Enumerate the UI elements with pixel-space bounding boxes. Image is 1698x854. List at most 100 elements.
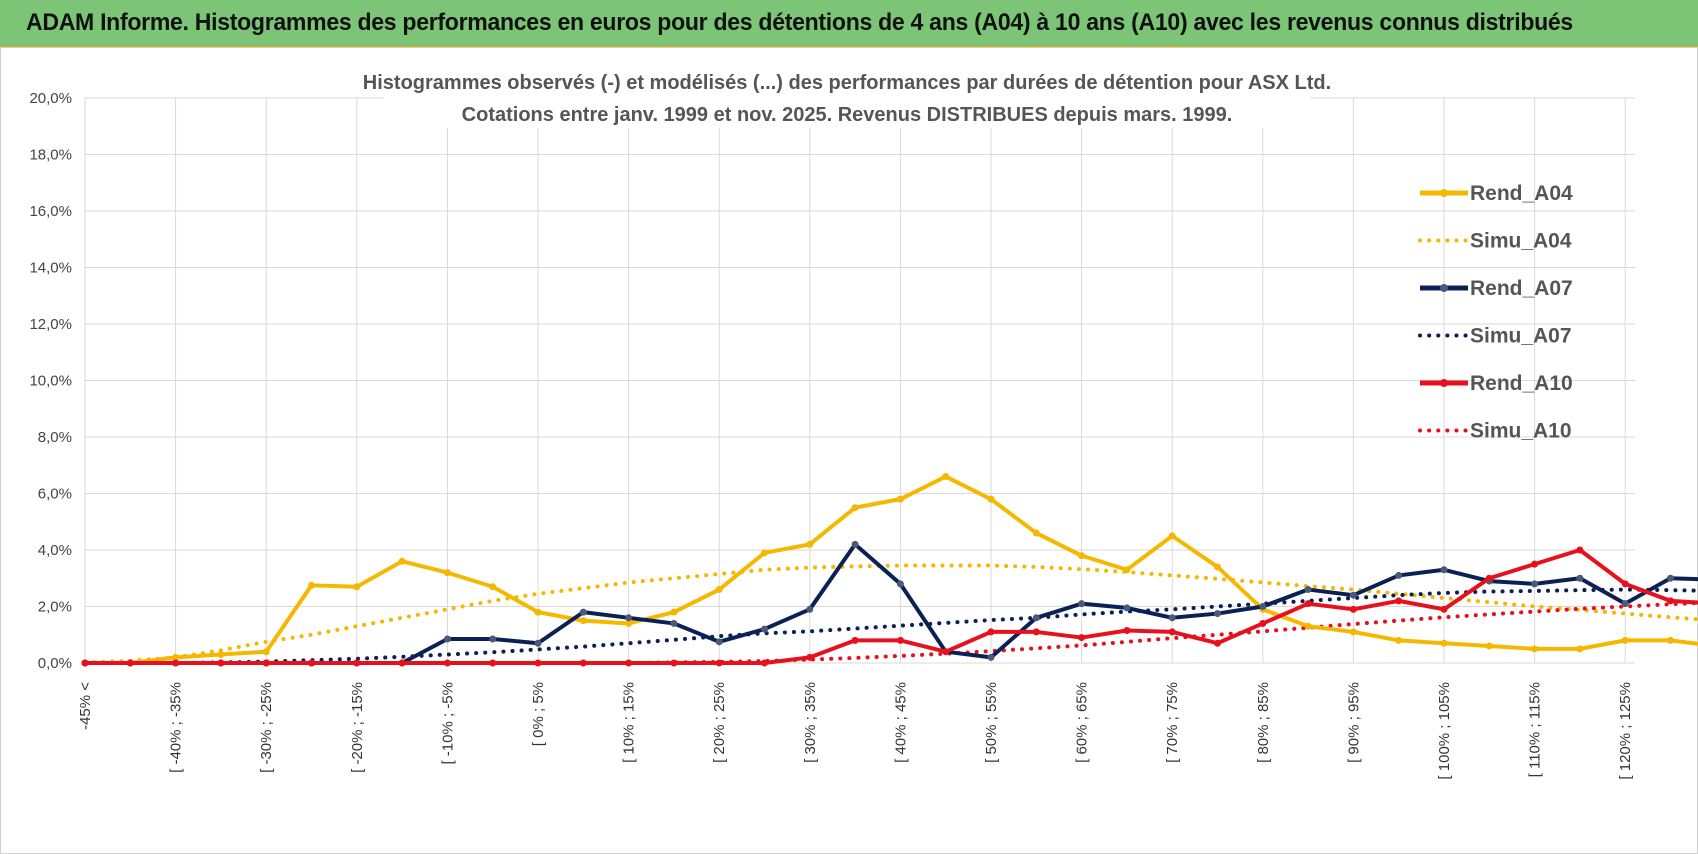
- data-point: [353, 659, 361, 667]
- data-point: [443, 659, 451, 667]
- data-point: [1531, 580, 1539, 588]
- data-point: [1078, 552, 1086, 560]
- data-point: [1123, 604, 1131, 612]
- data-point: [987, 653, 995, 661]
- title-background: [384, 66, 1310, 128]
- data-point: [670, 608, 678, 616]
- data-point: [715, 638, 723, 646]
- data-point: [579, 608, 587, 616]
- data-point: [1440, 605, 1448, 613]
- series-Simu_A10: [83, 601, 1698, 665]
- data-point: [1304, 600, 1312, 608]
- data-point: [489, 659, 497, 667]
- y-tick-label: 6,0%: [38, 486, 72, 503]
- data-point: [443, 635, 451, 643]
- legend-item-Rend_A10: Rend_A10: [1420, 372, 1573, 395]
- y-tick-label: 4,0%: [38, 542, 72, 559]
- data-point: [851, 636, 859, 644]
- data-point: [308, 659, 315, 667]
- data-point: [1576, 574, 1584, 582]
- data-point: [851, 540, 859, 548]
- data-point: [126, 659, 134, 667]
- data-point: [308, 581, 315, 589]
- data-point: [896, 495, 904, 503]
- data-point: [81, 659, 89, 667]
- data-point: [443, 569, 451, 577]
- data-point: [262, 648, 270, 656]
- data-point: [1123, 627, 1131, 635]
- data-point: [579, 659, 587, 667]
- data-point: [896, 580, 904, 588]
- data-point: [715, 586, 723, 594]
- data-point: [896, 636, 904, 644]
- report-title: ADAM Informe. Histogrammes des performan…: [26, 9, 1573, 36]
- data-point: [1304, 622, 1312, 630]
- x-tick-label: [ 40% ; 45%: [892, 682, 909, 763]
- data-point: [398, 659, 406, 667]
- data-point: [172, 653, 180, 661]
- y-tick-label: 8,0%: [38, 429, 72, 446]
- data-point: [1440, 639, 1448, 647]
- series-Rend_A07: [81, 540, 1698, 667]
- legend-marker: [1440, 379, 1448, 387]
- data-point: [1667, 574, 1674, 582]
- data-point: [534, 608, 542, 616]
- data-point: [1395, 636, 1403, 644]
- series-line: [83, 601, 1698, 665]
- data-point: [1168, 614, 1176, 622]
- data-point: [806, 540, 814, 548]
- data-point: [1349, 628, 1357, 636]
- data-point: [942, 473, 950, 481]
- series-Rend_A10: [81, 546, 1698, 667]
- data-point: [1667, 636, 1674, 644]
- data-point: [1168, 532, 1176, 540]
- legend-label: Simu_A10: [1470, 420, 1572, 443]
- data-point: [1123, 566, 1131, 574]
- x-axis-ticks: -45% < [ -40% ; -35% [ -30% ; -25% [ -20% ;…: [77, 682, 1634, 780]
- y-tick-label: 14,0%: [29, 260, 72, 277]
- data-point: [806, 653, 814, 661]
- legend-item-Simu_A10: Simu_A10: [1418, 420, 1572, 443]
- y-tick-label: 0,0%: [38, 655, 72, 672]
- y-tick-label: 12,0%: [29, 316, 72, 333]
- data-point: [1576, 645, 1584, 653]
- series-line: [85, 548, 1698, 665]
- data-point: [489, 635, 497, 643]
- data-point: [1395, 597, 1403, 605]
- data-point: [942, 648, 950, 656]
- data-point: [1259, 603, 1267, 610]
- data-point: [1259, 619, 1267, 627]
- x-tick-label: [ 0% ; 5%: [530, 682, 547, 746]
- data-point: [1667, 597, 1674, 605]
- series-Simu_A04: [83, 563, 1698, 665]
- x-tick-label: [ 120% ; 125%: [1617, 682, 1634, 780]
- x-tick-label: [ -20% ; -15%: [349, 682, 366, 773]
- legend-label: Simu_A07: [1470, 325, 1572, 348]
- y-tick-label: 10,0%: [29, 373, 72, 390]
- data-point: [1032, 529, 1040, 537]
- x-tick-label: [ 100% ; 105%: [1436, 682, 1453, 780]
- x-tick-label: [ 30% ; 35%: [802, 682, 819, 763]
- data-point: [1168, 628, 1176, 636]
- x-tick-label: [ 60% ; 65%: [1074, 682, 1091, 763]
- x-tick-label: [ -10% ; -5%: [439, 682, 456, 765]
- data-point: [1214, 610, 1221, 618]
- data-point: [1349, 605, 1357, 613]
- data-point: [1485, 642, 1493, 650]
- data-point: [625, 659, 633, 667]
- data-point: [625, 619, 633, 627]
- data-point: [217, 659, 225, 667]
- legend-label: Rend_A04: [1470, 182, 1573, 205]
- x-tick-label: [ -30% ; -25%: [258, 682, 275, 773]
- chart-title-line-1: Histogrammes observés (-) et modélisés (…: [363, 72, 1331, 94]
- data-point: [579, 617, 587, 625]
- data-point: [1621, 636, 1629, 644]
- series-line: [85, 474, 1698, 665]
- series-Rend_A04: [81, 473, 1698, 667]
- x-tick-label: [ 10% ; 15%: [621, 682, 638, 763]
- x-tick-label: -45% <: [77, 682, 94, 730]
- data-point: [1078, 600, 1086, 608]
- report-banner: ADAM Informe. Histogrammes des performan…: [0, 0, 1698, 48]
- legend-item-Rend_A04: Rend_A04: [1420, 182, 1573, 205]
